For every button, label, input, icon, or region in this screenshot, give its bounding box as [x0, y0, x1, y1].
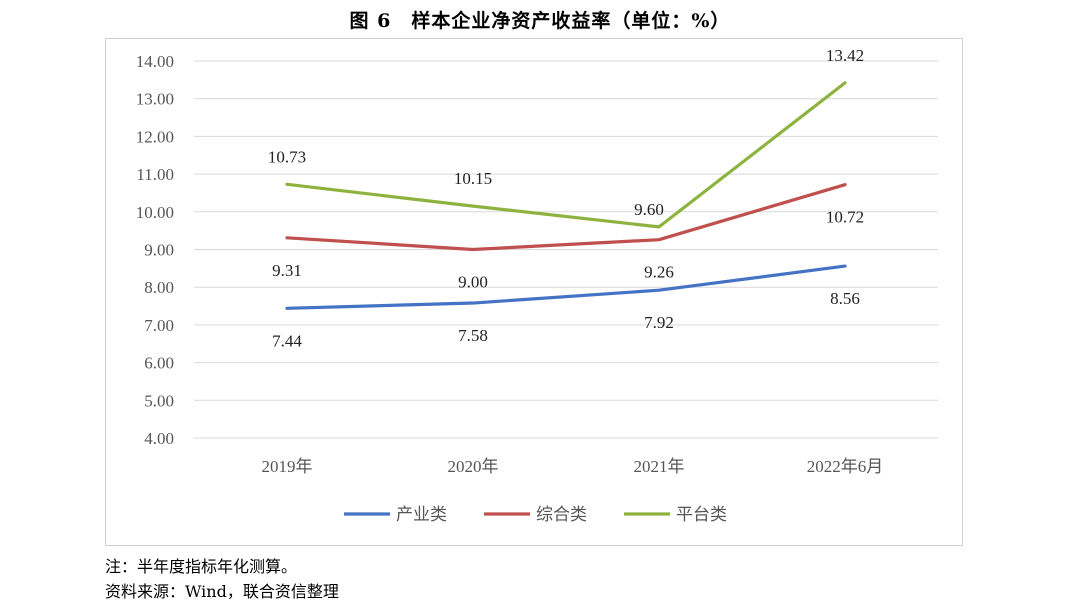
series-line	[285, 81, 847, 229]
data-label: 9.60	[634, 200, 664, 219]
x-tick-label: 2019年	[262, 457, 313, 476]
data-label: 10.72	[826, 208, 864, 227]
data-label: 7.44	[272, 331, 302, 350]
line-chart: 4.00 5.00 6.00 7.00 8.00 9.00 10.00 11.00 12.00 1…	[136, 46, 938, 525]
figure-title: 图 6 样本企业净资产收益率（单位：%）	[349, 10, 731, 32]
series-line	[285, 183, 847, 252]
y-tick-label: 10.00	[136, 203, 174, 222]
legend: 产业类 综合类 平台类	[344, 505, 727, 525]
y-tick-label: 7.00	[144, 316, 174, 335]
data-label: 10.73	[268, 147, 306, 166]
x-tick-label: 2022年6月	[807, 457, 884, 476]
data-labels: 7.44 7.58 7.92 8.56 9.31 9.00 9.26 10.72 10.73 10…	[268, 46, 864, 350]
y-tick-label: 12.00	[136, 127, 174, 146]
data-label: 10.15	[454, 169, 492, 188]
y-tick-label: 8.00	[144, 278, 174, 297]
y-axis-ticks: 4.00 5.00 6.00 7.00 8.00 9.00 10.00 11.00 12.00 1…	[136, 52, 174, 448]
data-label: 13.42	[826, 46, 864, 65]
y-tick-label: 5.00	[144, 391, 174, 410]
chart-note: 注：半年度指标年化测算。	[105, 557, 298, 576]
data-label: 7.92	[644, 313, 674, 332]
series-line	[285, 264, 847, 310]
y-tick-label: 11.00	[136, 165, 174, 184]
y-tick-label: 6.00	[144, 354, 174, 373]
data-label: 9.31	[272, 261, 302, 280]
y-tick-label: 4.00	[144, 429, 174, 448]
legend-label: 综合类	[536, 505, 587, 525]
legend-label: 产业类	[396, 505, 447, 525]
chart-source: 资料来源：Wind，联合资信整理	[105, 582, 339, 601]
data-label: 9.26	[644, 263, 674, 282]
chart-frame: 4.00 5.00 6.00 7.00 8.00 9.00 10.00 11.00 12.00 1…	[105, 38, 963, 546]
x-tick-label: 2020年	[448, 457, 499, 476]
series-lines	[285, 81, 847, 310]
data-label: 8.56	[830, 289, 860, 308]
x-tick-label: 2021年	[634, 457, 685, 476]
data-label: 7.58	[458, 326, 488, 345]
y-tick-label: 14.00	[136, 52, 174, 71]
y-tick-label: 9.00	[144, 241, 174, 260]
x-axis-ticks: 2019年 2020年 2021年 2022年6月	[262, 457, 884, 476]
y-tick-label: 13.00	[136, 90, 174, 109]
legend-label: 平台类	[676, 505, 727, 525]
gridlines	[194, 60, 938, 439]
data-label: 9.00	[458, 273, 488, 292]
